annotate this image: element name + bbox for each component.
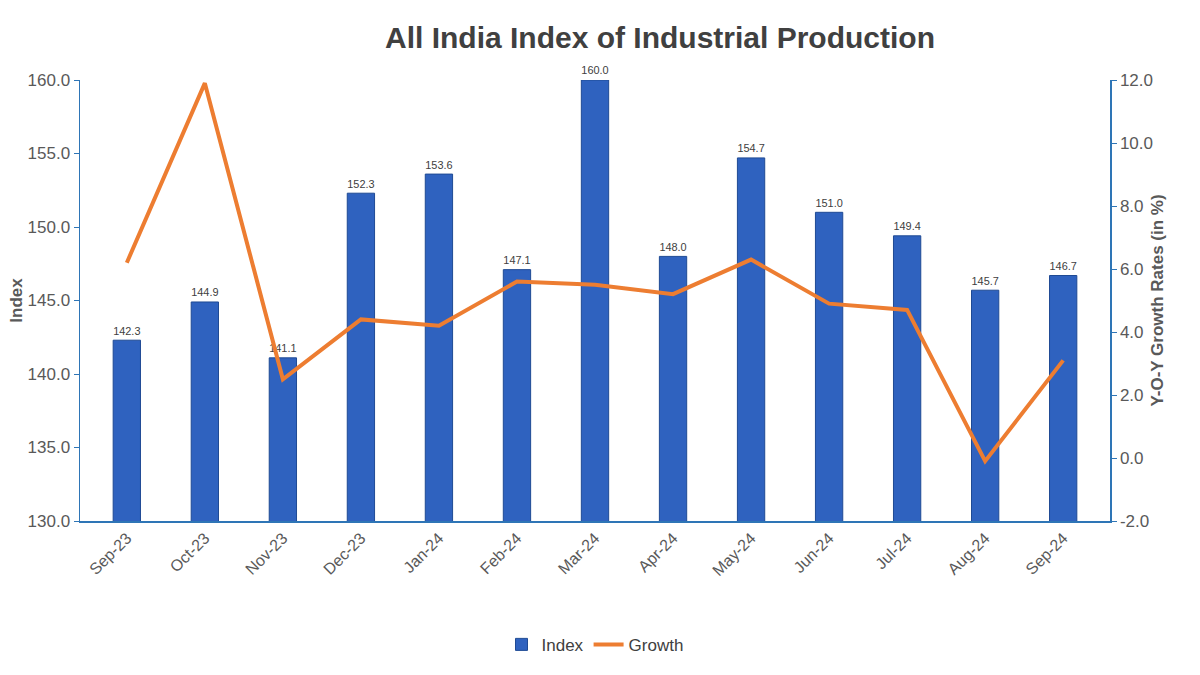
svg-text:145.7: 145.7 [972,275,999,287]
svg-text:145.0: 145.0 [28,291,71,310]
svg-text:Jan-24: Jan-24 [400,529,447,576]
svg-text:Mar-24: Mar-24 [555,529,603,577]
svg-text:Feb-24: Feb-24 [477,529,525,577]
svg-text:130.0: 130.0 [28,512,71,531]
svg-text:141.1: 141.1 [269,342,296,354]
svg-text:Oct-23: Oct-23 [167,529,213,575]
svg-text:12.0: 12.0 [1120,71,1153,90]
svg-text:6.0: 6.0 [1120,260,1144,279]
svg-text:Jul-24: Jul-24 [872,529,915,572]
svg-text:151.0: 151.0 [815,197,842,209]
svg-text:Nov-23: Nov-23 [242,529,291,578]
svg-text:4.0: 4.0 [1120,323,1144,342]
svg-text:Index: Index [542,636,584,655]
svg-text:10.0: 10.0 [1120,134,1153,153]
svg-text:160.0: 160.0 [28,71,71,90]
svg-text:All India Index of Industrial: All India Index of Industrial Production [385,21,935,54]
svg-text:Sep-24: Sep-24 [1022,529,1071,578]
svg-text:147.1: 147.1 [503,254,530,266]
svg-text:Aug-24: Aug-24 [944,529,993,578]
svg-text:Sep-23: Sep-23 [86,529,135,578]
svg-text:Y-O-Y Growth Rates (in %): Y-O-Y Growth Rates (in %) [1148,194,1167,406]
svg-text:154.7: 154.7 [737,142,764,154]
svg-text:0.0: 0.0 [1120,449,1144,468]
svg-text:Growth: Growth [629,636,684,655]
svg-text:Index: Index [7,278,26,323]
svg-text:140.0: 140.0 [28,365,71,384]
svg-text:146.7: 146.7 [1050,260,1077,272]
svg-text:Jun-24: Jun-24 [790,529,837,576]
svg-text:8.0: 8.0 [1120,197,1144,216]
svg-text:149.4: 149.4 [893,220,920,232]
svg-text:May-24: May-24 [709,529,759,579]
svg-text:152.3: 152.3 [347,178,374,190]
svg-text:155.0: 155.0 [28,144,71,163]
svg-text:2.0: 2.0 [1120,386,1144,405]
svg-text:Dec-23: Dec-23 [320,529,369,578]
svg-text:148.0: 148.0 [659,241,686,253]
svg-text:135.0: 135.0 [28,438,71,457]
svg-text:142.3: 142.3 [113,325,140,337]
svg-text:144.9: 144.9 [191,286,218,298]
svg-text:153.6: 153.6 [425,159,452,171]
svg-text:-2.0: -2.0 [1120,512,1149,531]
svg-text:Apr-24: Apr-24 [635,529,681,575]
svg-text:160.0: 160.0 [581,64,608,76]
svg-text:150.0: 150.0 [28,218,71,237]
